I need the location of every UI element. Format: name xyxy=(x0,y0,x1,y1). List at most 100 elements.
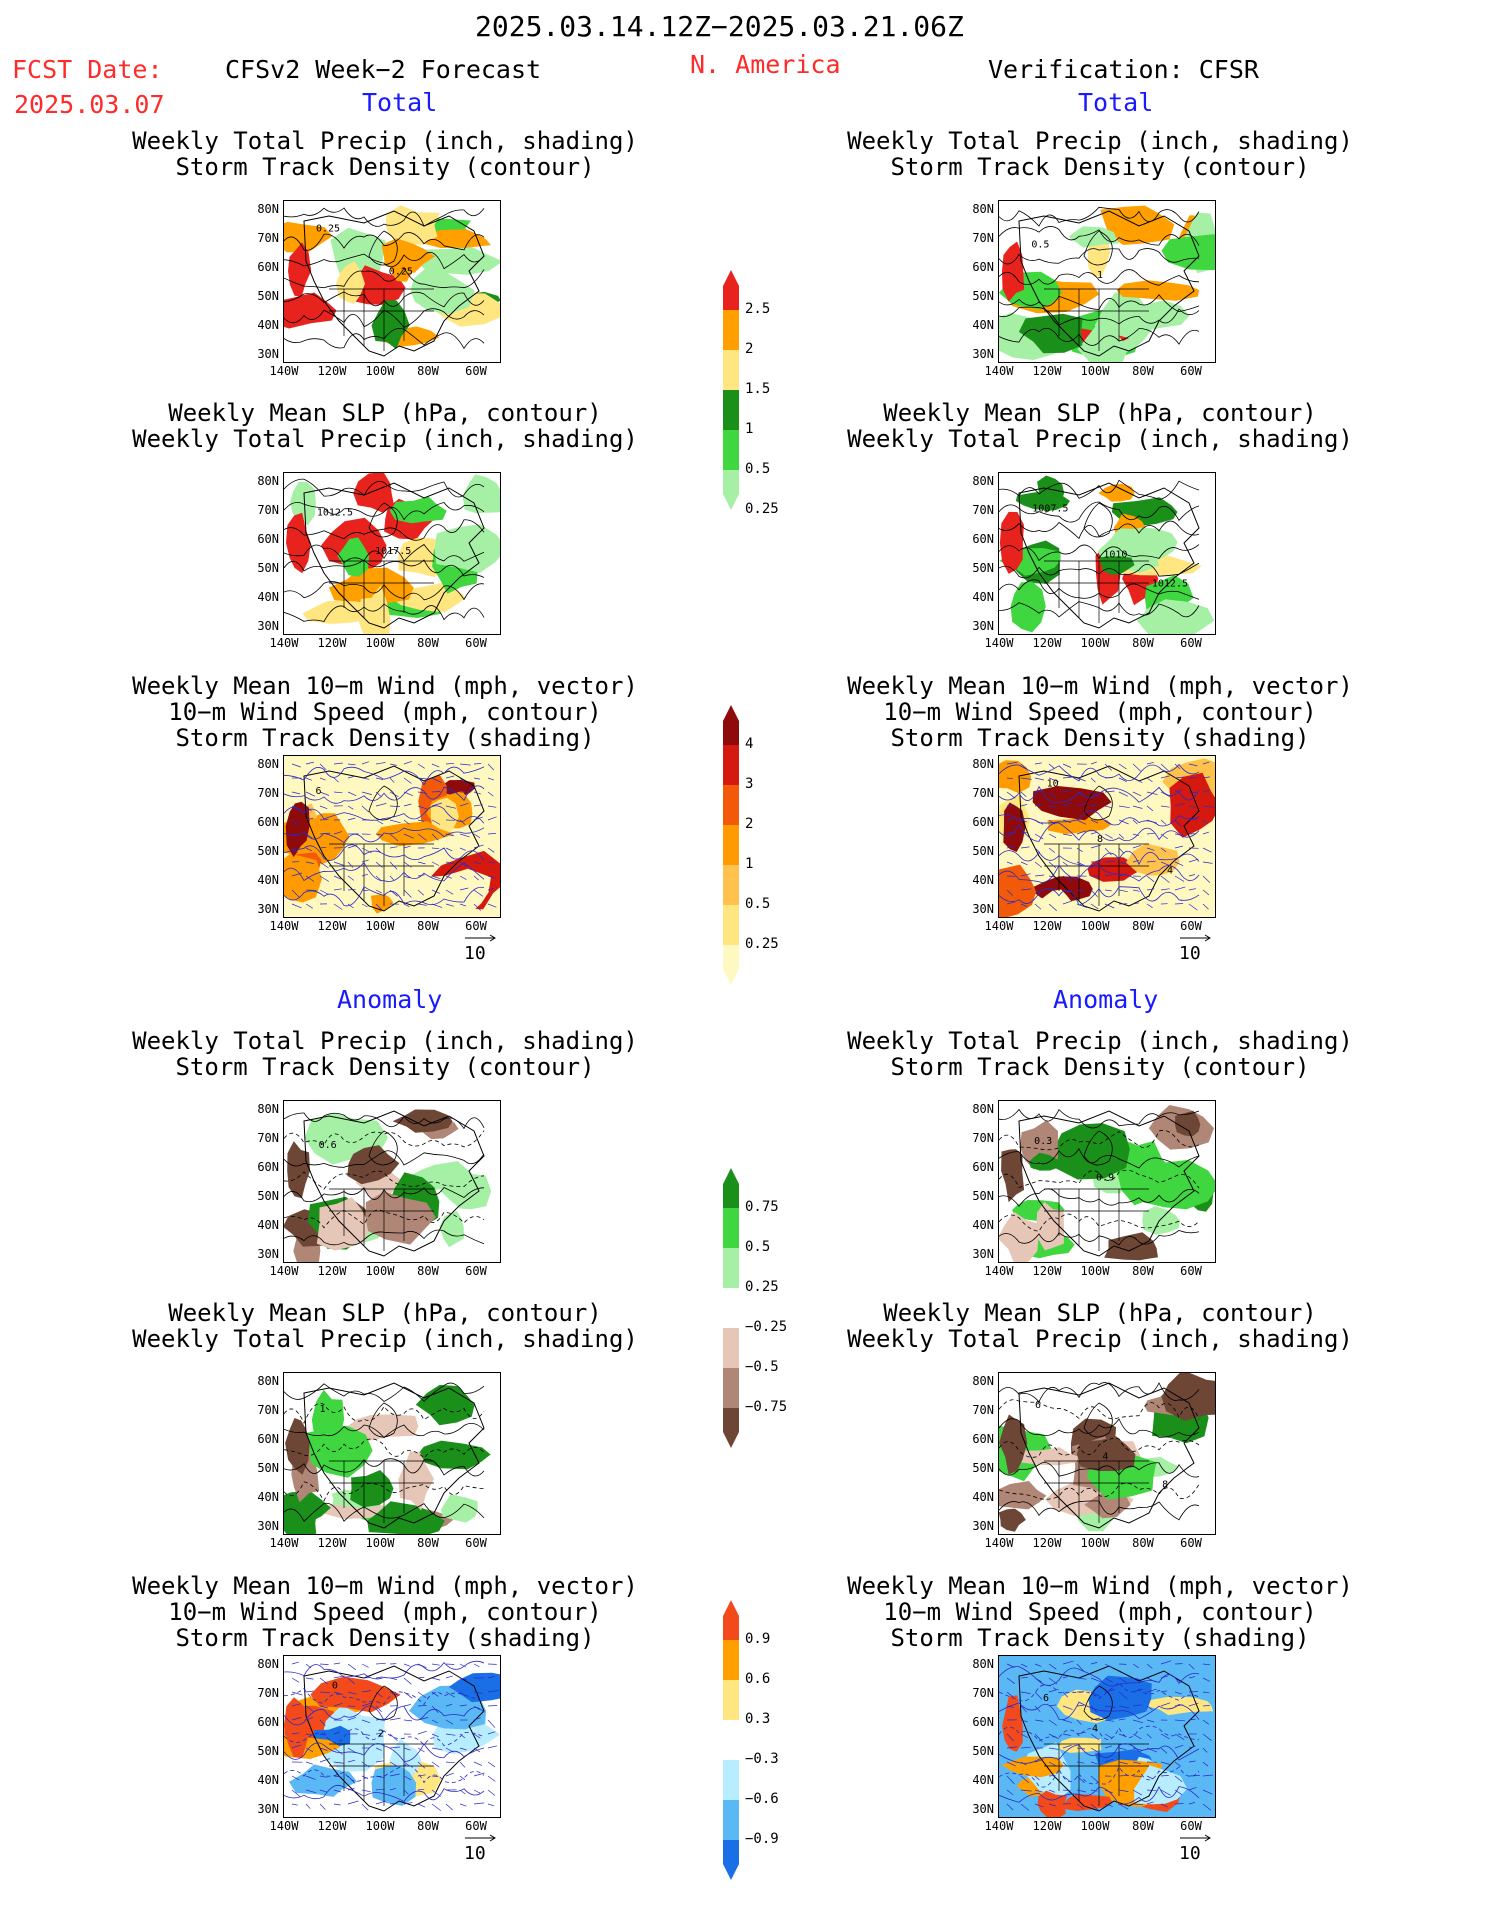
wind-vector xyxy=(361,761,370,765)
wind-vector xyxy=(417,1676,425,1679)
wind-vector xyxy=(1076,819,1087,825)
colorbar-segment xyxy=(723,1208,739,1248)
wind-vector xyxy=(1090,1677,1101,1683)
wind-vector xyxy=(487,1745,498,1749)
colorbar-segment xyxy=(723,1168,739,1208)
wind-vector xyxy=(1160,1747,1168,1754)
wind-vector xyxy=(1020,1733,1028,1739)
state-borders xyxy=(1044,843,1149,906)
contour-line xyxy=(284,1481,485,1502)
wind-vector xyxy=(333,762,343,765)
wind-vector xyxy=(1104,1689,1115,1693)
coastline xyxy=(1018,482,1200,629)
wind-vector xyxy=(1062,1675,1070,1679)
wind-vector xyxy=(487,1690,499,1693)
wind-vector xyxy=(487,1719,496,1728)
wind-vector xyxy=(1104,889,1112,892)
colorbar-segment xyxy=(723,865,739,905)
wind-vector xyxy=(431,1677,441,1681)
lon-tick-label: 100W xyxy=(365,1819,395,1833)
wind-vector xyxy=(361,1702,372,1707)
wind-vector xyxy=(1076,1663,1085,1672)
hudson-bay xyxy=(1083,230,1113,266)
contour-label: 0.3 xyxy=(1034,1136,1052,1147)
wind-vector xyxy=(1160,1761,1171,1765)
wind-vector xyxy=(459,903,467,907)
wind-vector xyxy=(375,1800,386,1805)
colorbar-segment xyxy=(723,1248,739,1288)
shading-blob xyxy=(999,1481,1047,1510)
lon-tick-label: 80W xyxy=(417,636,439,650)
lat-tick-label: 80N xyxy=(257,757,279,771)
contour-label: 2 xyxy=(378,1729,384,1740)
wind-vector xyxy=(1188,1802,1195,1805)
wind-vector xyxy=(347,888,356,891)
lat-tick-label: 70N xyxy=(257,1131,279,1145)
wind-vector xyxy=(1132,805,1143,809)
wind-vector xyxy=(1188,1745,1196,1749)
wind-vector xyxy=(1034,1775,1040,1781)
wind-vector xyxy=(1020,1746,1031,1749)
wind-vector xyxy=(1062,833,1072,836)
wind-vector xyxy=(1006,831,1017,835)
lon-tick-label: 100W xyxy=(365,636,395,650)
coastline xyxy=(1018,1110,1200,1257)
contour-label: 6 xyxy=(316,786,322,797)
contour-label: 0.5 xyxy=(1031,240,1049,251)
wind-vector xyxy=(445,1761,455,1764)
shading-blob xyxy=(1001,1149,1025,1203)
shading-blob xyxy=(462,474,500,514)
contour-label: 8 xyxy=(1097,834,1103,845)
wind-vector xyxy=(1076,847,1083,852)
wind-vector xyxy=(1174,1775,1183,1783)
wind-vector xyxy=(1146,1789,1157,1792)
lat-tick-label: 50N xyxy=(972,1461,994,1475)
title-ve-anom-slp: Weekly Mean SLP (hPa, contour) Weekly Tot… xyxy=(847,1299,1353,1353)
wind-vector xyxy=(1174,1719,1186,1722)
lon-tick-label: 140W xyxy=(269,1536,299,1550)
lon-tick-label: 100W xyxy=(1080,364,1110,378)
wind-vector xyxy=(1034,1789,1043,1793)
lat-tick-label: 60N xyxy=(257,260,279,274)
wind-vector xyxy=(319,889,329,895)
wind-vector xyxy=(403,889,412,898)
lat-tick-label: 50N xyxy=(257,844,279,858)
wind-vector xyxy=(375,762,386,765)
wind-vector xyxy=(1160,833,1169,840)
wind-vector xyxy=(1006,791,1016,799)
lon-tick-label: 80W xyxy=(417,364,439,378)
wind-vector xyxy=(361,1663,369,1668)
wind-vector xyxy=(1076,1731,1086,1735)
wind-vector xyxy=(1188,791,1197,793)
contour-line xyxy=(284,543,485,564)
wind-vector xyxy=(1118,1761,1128,1765)
wind-vector xyxy=(1202,1774,1213,1777)
shading-blob xyxy=(321,1705,385,1772)
wind-vector xyxy=(347,875,355,881)
wind-vector xyxy=(417,1691,427,1699)
contour-line xyxy=(284,327,485,350)
wind-vector xyxy=(1146,1705,1153,1711)
wind-vector xyxy=(361,889,369,892)
wind-vector xyxy=(445,1675,453,1679)
wind-vector xyxy=(473,903,482,911)
contour-label: 1007.5 xyxy=(1032,504,1068,515)
colorbar-segment xyxy=(723,270,739,310)
wind-vector xyxy=(333,1702,343,1707)
wind-vector xyxy=(1160,861,1170,866)
colorbar-segment xyxy=(723,905,739,945)
wind-vector xyxy=(459,1691,466,1696)
wind-vector xyxy=(445,1772,454,1777)
wind-vector xyxy=(1202,1691,1210,1694)
contour-line xyxy=(999,864,1200,883)
wind-vector xyxy=(1006,901,1015,905)
wind-vector xyxy=(417,833,427,841)
wind-vector xyxy=(1048,1761,1057,1767)
wind-vector xyxy=(1034,1705,1041,1712)
shading-blob xyxy=(1028,1152,1063,1171)
wind-vector xyxy=(375,819,384,825)
lat-tick-label: 70N xyxy=(257,1403,279,1417)
lat-tick-label: 70N xyxy=(257,231,279,245)
colorbar-segment xyxy=(723,390,739,430)
lat-tick-label: 80N xyxy=(972,1102,994,1116)
